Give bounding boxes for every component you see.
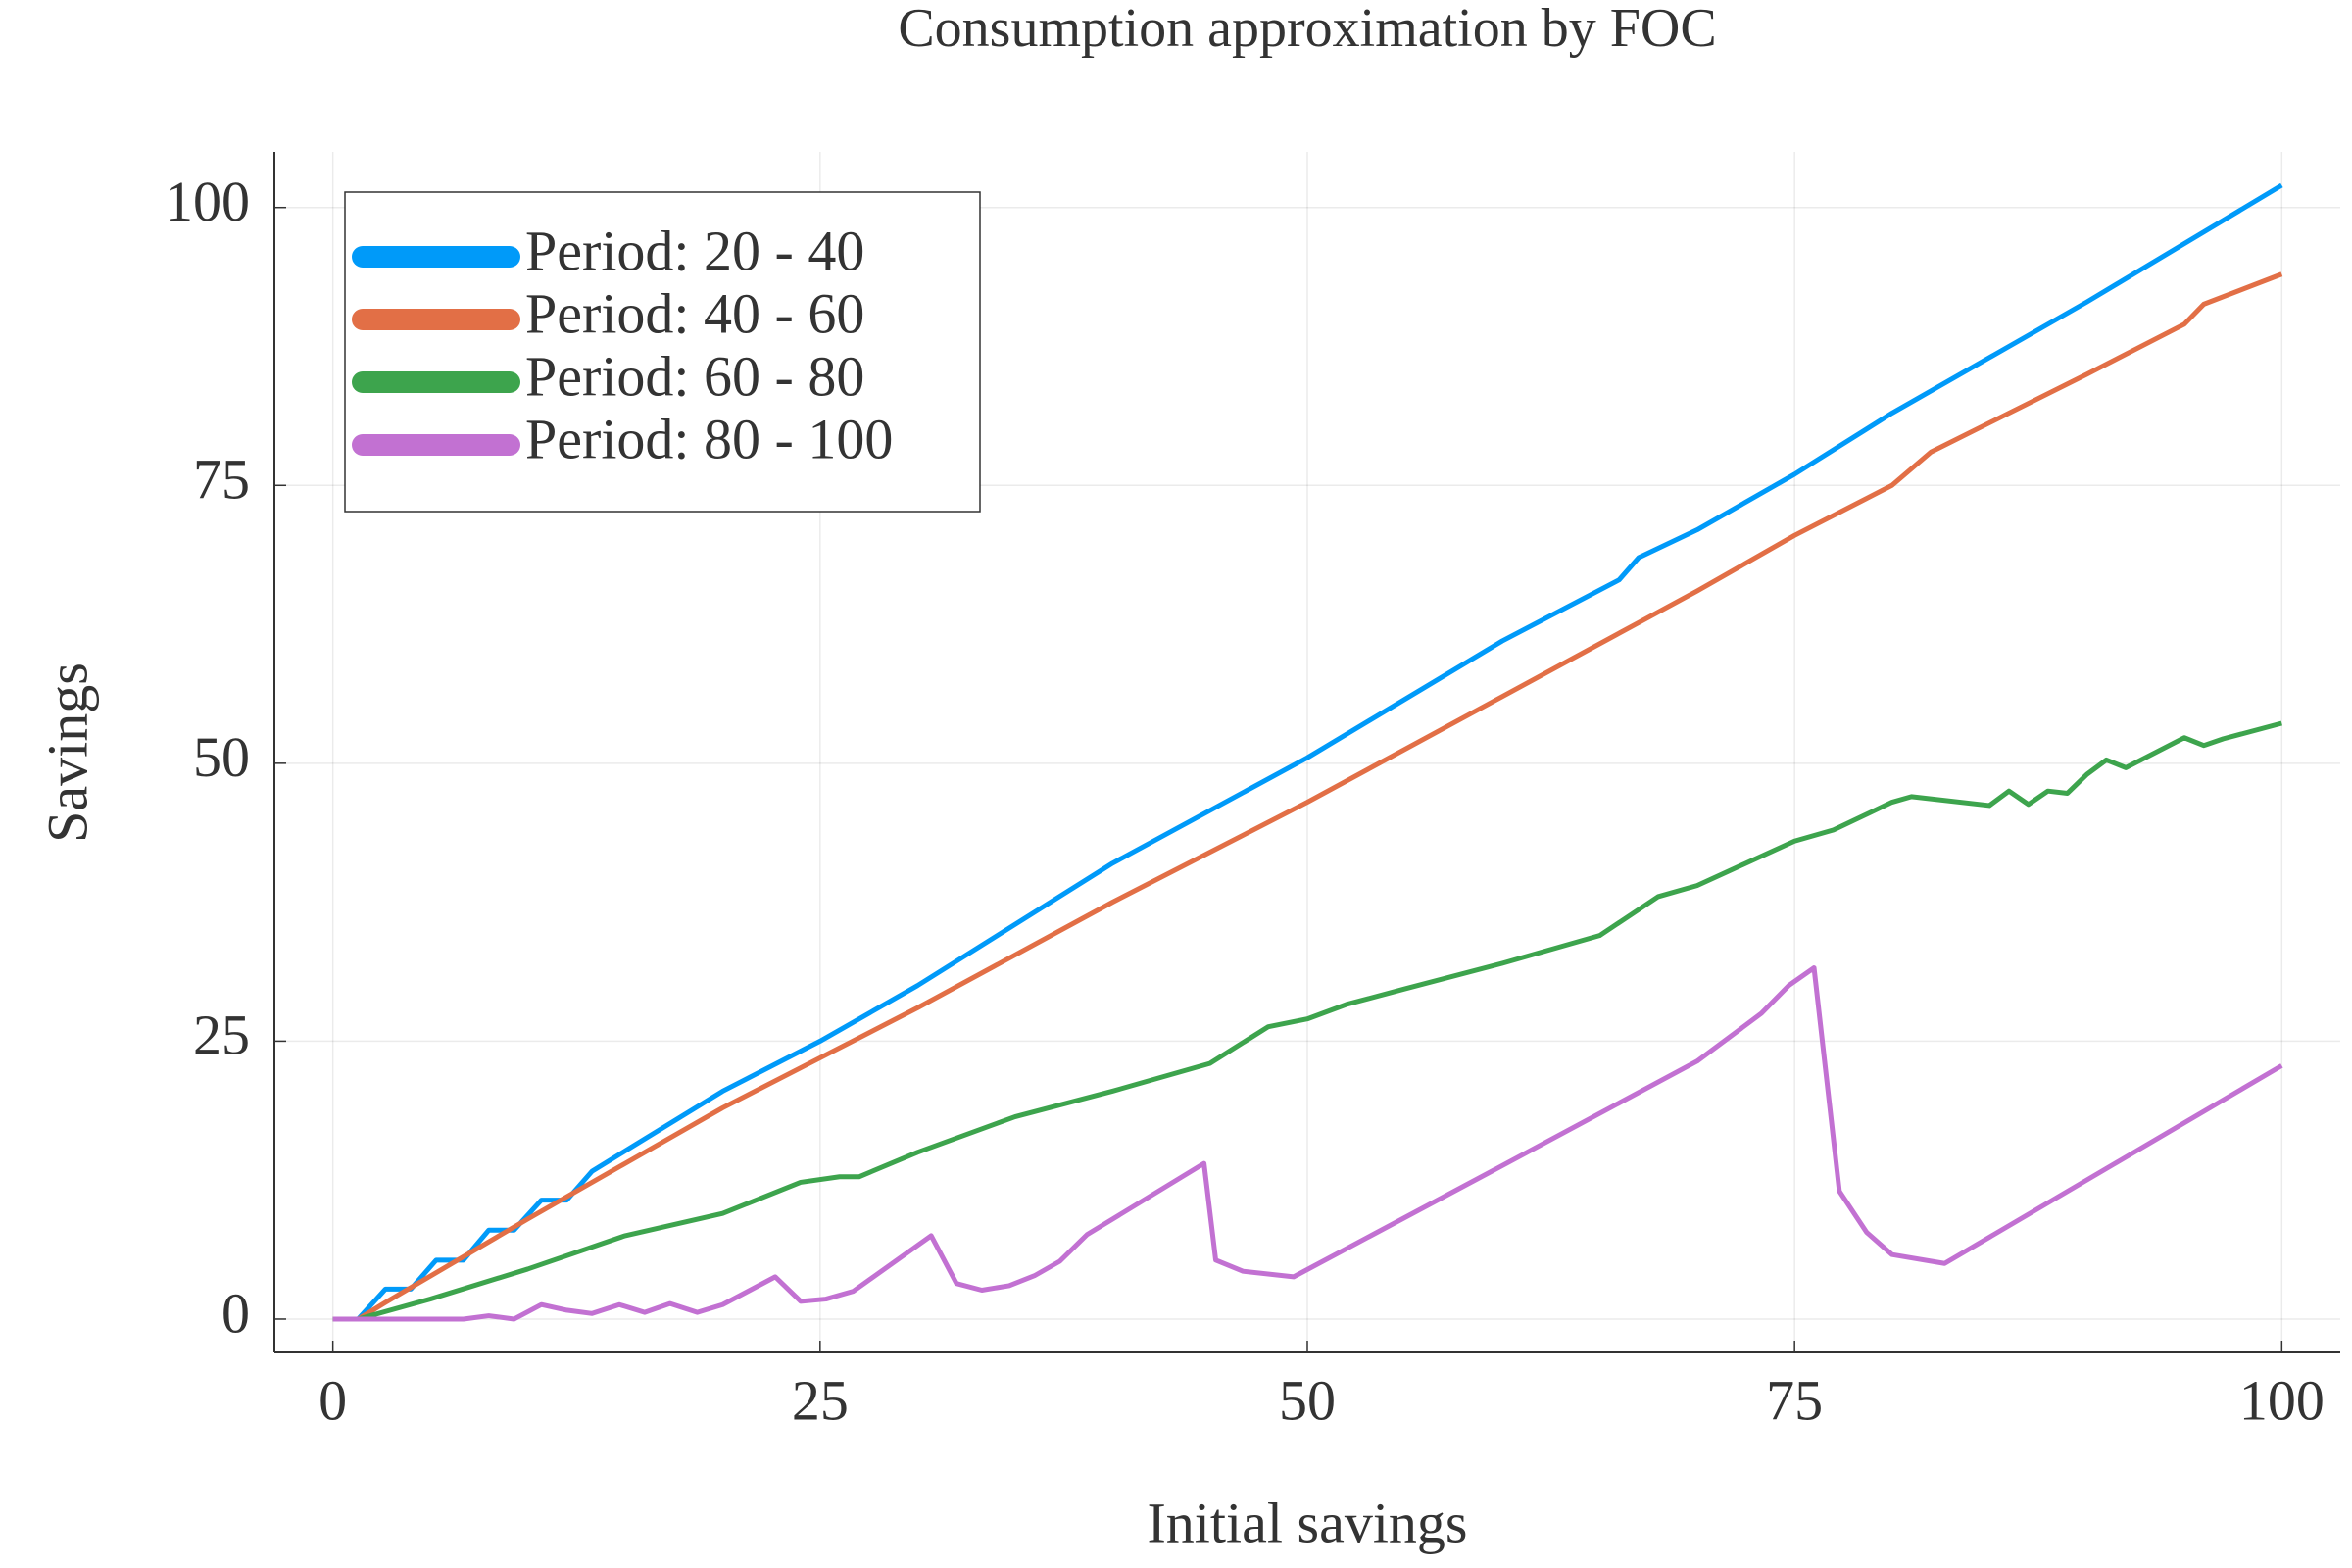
series-line xyxy=(332,182,2283,1322)
y-tick-label: 100 xyxy=(165,170,250,233)
legend-box xyxy=(344,191,981,513)
y-tick-label: 75 xyxy=(193,448,250,512)
series-line xyxy=(332,720,2282,1322)
x-tick-label: 75 xyxy=(1766,1368,1823,1432)
x-tick-label: 50 xyxy=(1279,1368,1336,1432)
y-tick-label: 50 xyxy=(193,725,250,789)
legend-label: Period: 80 - 100 xyxy=(525,407,893,470)
legend-label: Period: 20 - 40 xyxy=(525,219,864,282)
y-axis-label: Savings xyxy=(35,662,99,843)
legend-label: Period: 60 - 80 xyxy=(525,344,864,408)
x-tick-label: 25 xyxy=(792,1368,849,1432)
y-tick-label: 0 xyxy=(221,1281,250,1345)
x-tick-label: 0 xyxy=(318,1368,347,1432)
y-tick-label: 25 xyxy=(193,1004,250,1067)
series-line xyxy=(332,965,2283,1322)
chart-title: Consumption approximation by FOC xyxy=(898,0,1716,59)
x-tick-label: 100 xyxy=(2239,1368,2325,1432)
x-axis-label: Initial savings xyxy=(1147,1491,1467,1554)
series-line xyxy=(332,271,2283,1322)
legend-label: Period: 40 - 60 xyxy=(525,281,864,345)
